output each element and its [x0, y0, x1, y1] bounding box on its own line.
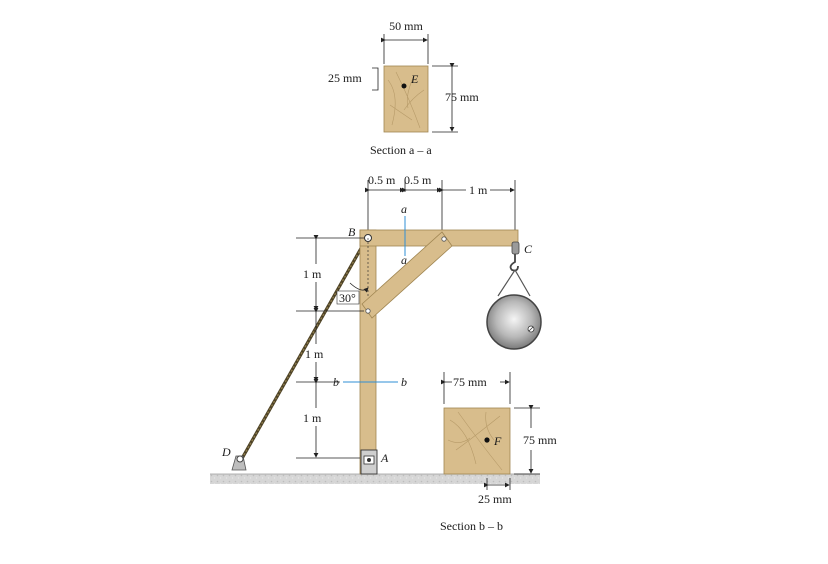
section-bb-cross-section [443, 407, 511, 475]
brace-pin-bottom [365, 308, 371, 314]
section-aa-offset-bracket [372, 67, 379, 91]
cable-db-twist [239, 235, 369, 463]
section-bb-point-f-dot [484, 437, 490, 443]
brace-pin-top [441, 236, 447, 242]
cut-b-right-label: b [401, 375, 407, 389]
top-dim-label-2: 0.5 m [404, 173, 432, 187]
angle-arc [349, 282, 369, 293]
section-aa-wood-grain [387, 71, 425, 129]
left-dimensions: 1 m 1 m 1 m [296, 235, 364, 459]
left-dim-label-2: 1 m [305, 347, 324, 361]
top-dim-label-3: 1 m [469, 183, 488, 197]
section-bb-caption: Section b – b [440, 519, 503, 533]
hook-bracket-c [511, 241, 520, 255]
top-dim-label-1: 0.5 m [368, 173, 396, 187]
section-aa-height-label: 75 mm [445, 90, 479, 104]
section-aa-caption: Section a – a [370, 143, 432, 157]
section-bb: 75 mm F 75 mm 25 mm Section b – b [440, 372, 557, 533]
section-aa: 50 mm E 25 mm 75 mm Section a – a [328, 19, 479, 157]
pin-d [236, 455, 244, 463]
point-d-label: D [221, 445, 231, 459]
ground [210, 474, 540, 484]
section-bb-offset-label: 25 mm [478, 492, 512, 506]
hook-c [509, 254, 519, 272]
weight-bolt-slot [528, 326, 534, 332]
section-aa-width-label: 50 mm [389, 19, 423, 33]
hanging-weight [486, 294, 542, 350]
section-bb-height-label: 75 mm [523, 433, 557, 447]
section-aa-cross-section [383, 65, 429, 133]
section-aa-offset-label: 25 mm [328, 71, 362, 85]
angle-label: 30° [339, 291, 356, 305]
left-dim-label-3: 1 m [303, 411, 322, 425]
frame: D B A C a a b b [221, 202, 542, 475]
point-a-label: A [380, 451, 389, 465]
sling [497, 269, 531, 297]
left-dim-label-1: 1 m [303, 267, 322, 281]
section-aa-point-e-dot [401, 83, 407, 89]
cut-a-top-label: a [401, 202, 407, 216]
pin-a [367, 458, 371, 462]
cut-a-bottom-label: a [401, 253, 407, 267]
section-aa-point-e-label: E [410, 72, 419, 86]
point-c-label: C [524, 242, 533, 256]
top-dimensions: 0.5 m 0.5 m 1 m [365, 173, 516, 232]
point-b-label: B [348, 225, 356, 239]
section-bb-width-label: 75 mm [453, 375, 487, 389]
section-bb-point-f-label: F [493, 434, 502, 448]
angle-label-box [336, 290, 360, 305]
section-bb-wood-grain [447, 411, 503, 471]
